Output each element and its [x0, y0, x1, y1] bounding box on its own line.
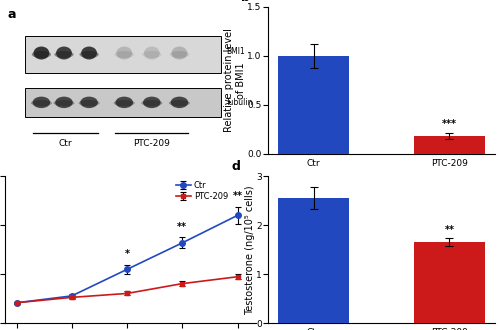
- Text: PTC-209: PTC-209: [134, 139, 170, 148]
- Y-axis label: Testosterone (ng/10⁵ cells): Testosterone (ng/10⁵ cells): [244, 185, 254, 314]
- Y-axis label: Relative protein level
of BMI1: Relative protein level of BMI1: [224, 28, 246, 132]
- Ellipse shape: [32, 51, 51, 58]
- Ellipse shape: [81, 47, 97, 59]
- Text: a: a: [8, 8, 16, 21]
- Ellipse shape: [170, 51, 189, 58]
- Text: **: **: [232, 191, 242, 201]
- Ellipse shape: [142, 100, 163, 106]
- Ellipse shape: [78, 100, 100, 106]
- Ellipse shape: [55, 97, 73, 108]
- Bar: [414, 242, 484, 323]
- Ellipse shape: [144, 47, 160, 59]
- Text: **: **: [178, 221, 188, 232]
- Text: Tubulin: Tubulin: [226, 98, 254, 107]
- Bar: [278, 56, 349, 154]
- Ellipse shape: [54, 51, 74, 58]
- Legend: Ctr, PTC-209: Ctr, PTC-209: [172, 177, 232, 205]
- Ellipse shape: [56, 47, 72, 59]
- Ellipse shape: [172, 47, 188, 59]
- Ellipse shape: [34, 47, 50, 59]
- Ellipse shape: [54, 100, 74, 106]
- Bar: [414, 136, 484, 154]
- Bar: [25, 36, 221, 73]
- Ellipse shape: [142, 51, 162, 58]
- Text: ***: ***: [442, 119, 457, 129]
- Ellipse shape: [80, 51, 98, 58]
- Ellipse shape: [114, 51, 134, 58]
- Ellipse shape: [80, 97, 98, 108]
- Ellipse shape: [170, 97, 188, 108]
- Text: Ctr: Ctr: [58, 139, 72, 148]
- Ellipse shape: [114, 100, 135, 106]
- Ellipse shape: [116, 97, 133, 108]
- Ellipse shape: [169, 100, 190, 106]
- Text: **: **: [444, 225, 454, 236]
- Ellipse shape: [31, 100, 52, 106]
- Bar: [25, 88, 221, 117]
- Ellipse shape: [143, 97, 160, 108]
- Text: BMI1: BMI1: [226, 47, 244, 56]
- Bar: [278, 198, 349, 323]
- Ellipse shape: [32, 97, 50, 108]
- Ellipse shape: [116, 47, 132, 59]
- Text: d: d: [232, 160, 240, 173]
- Text: b: b: [240, 0, 250, 4]
- Text: *: *: [124, 249, 130, 259]
